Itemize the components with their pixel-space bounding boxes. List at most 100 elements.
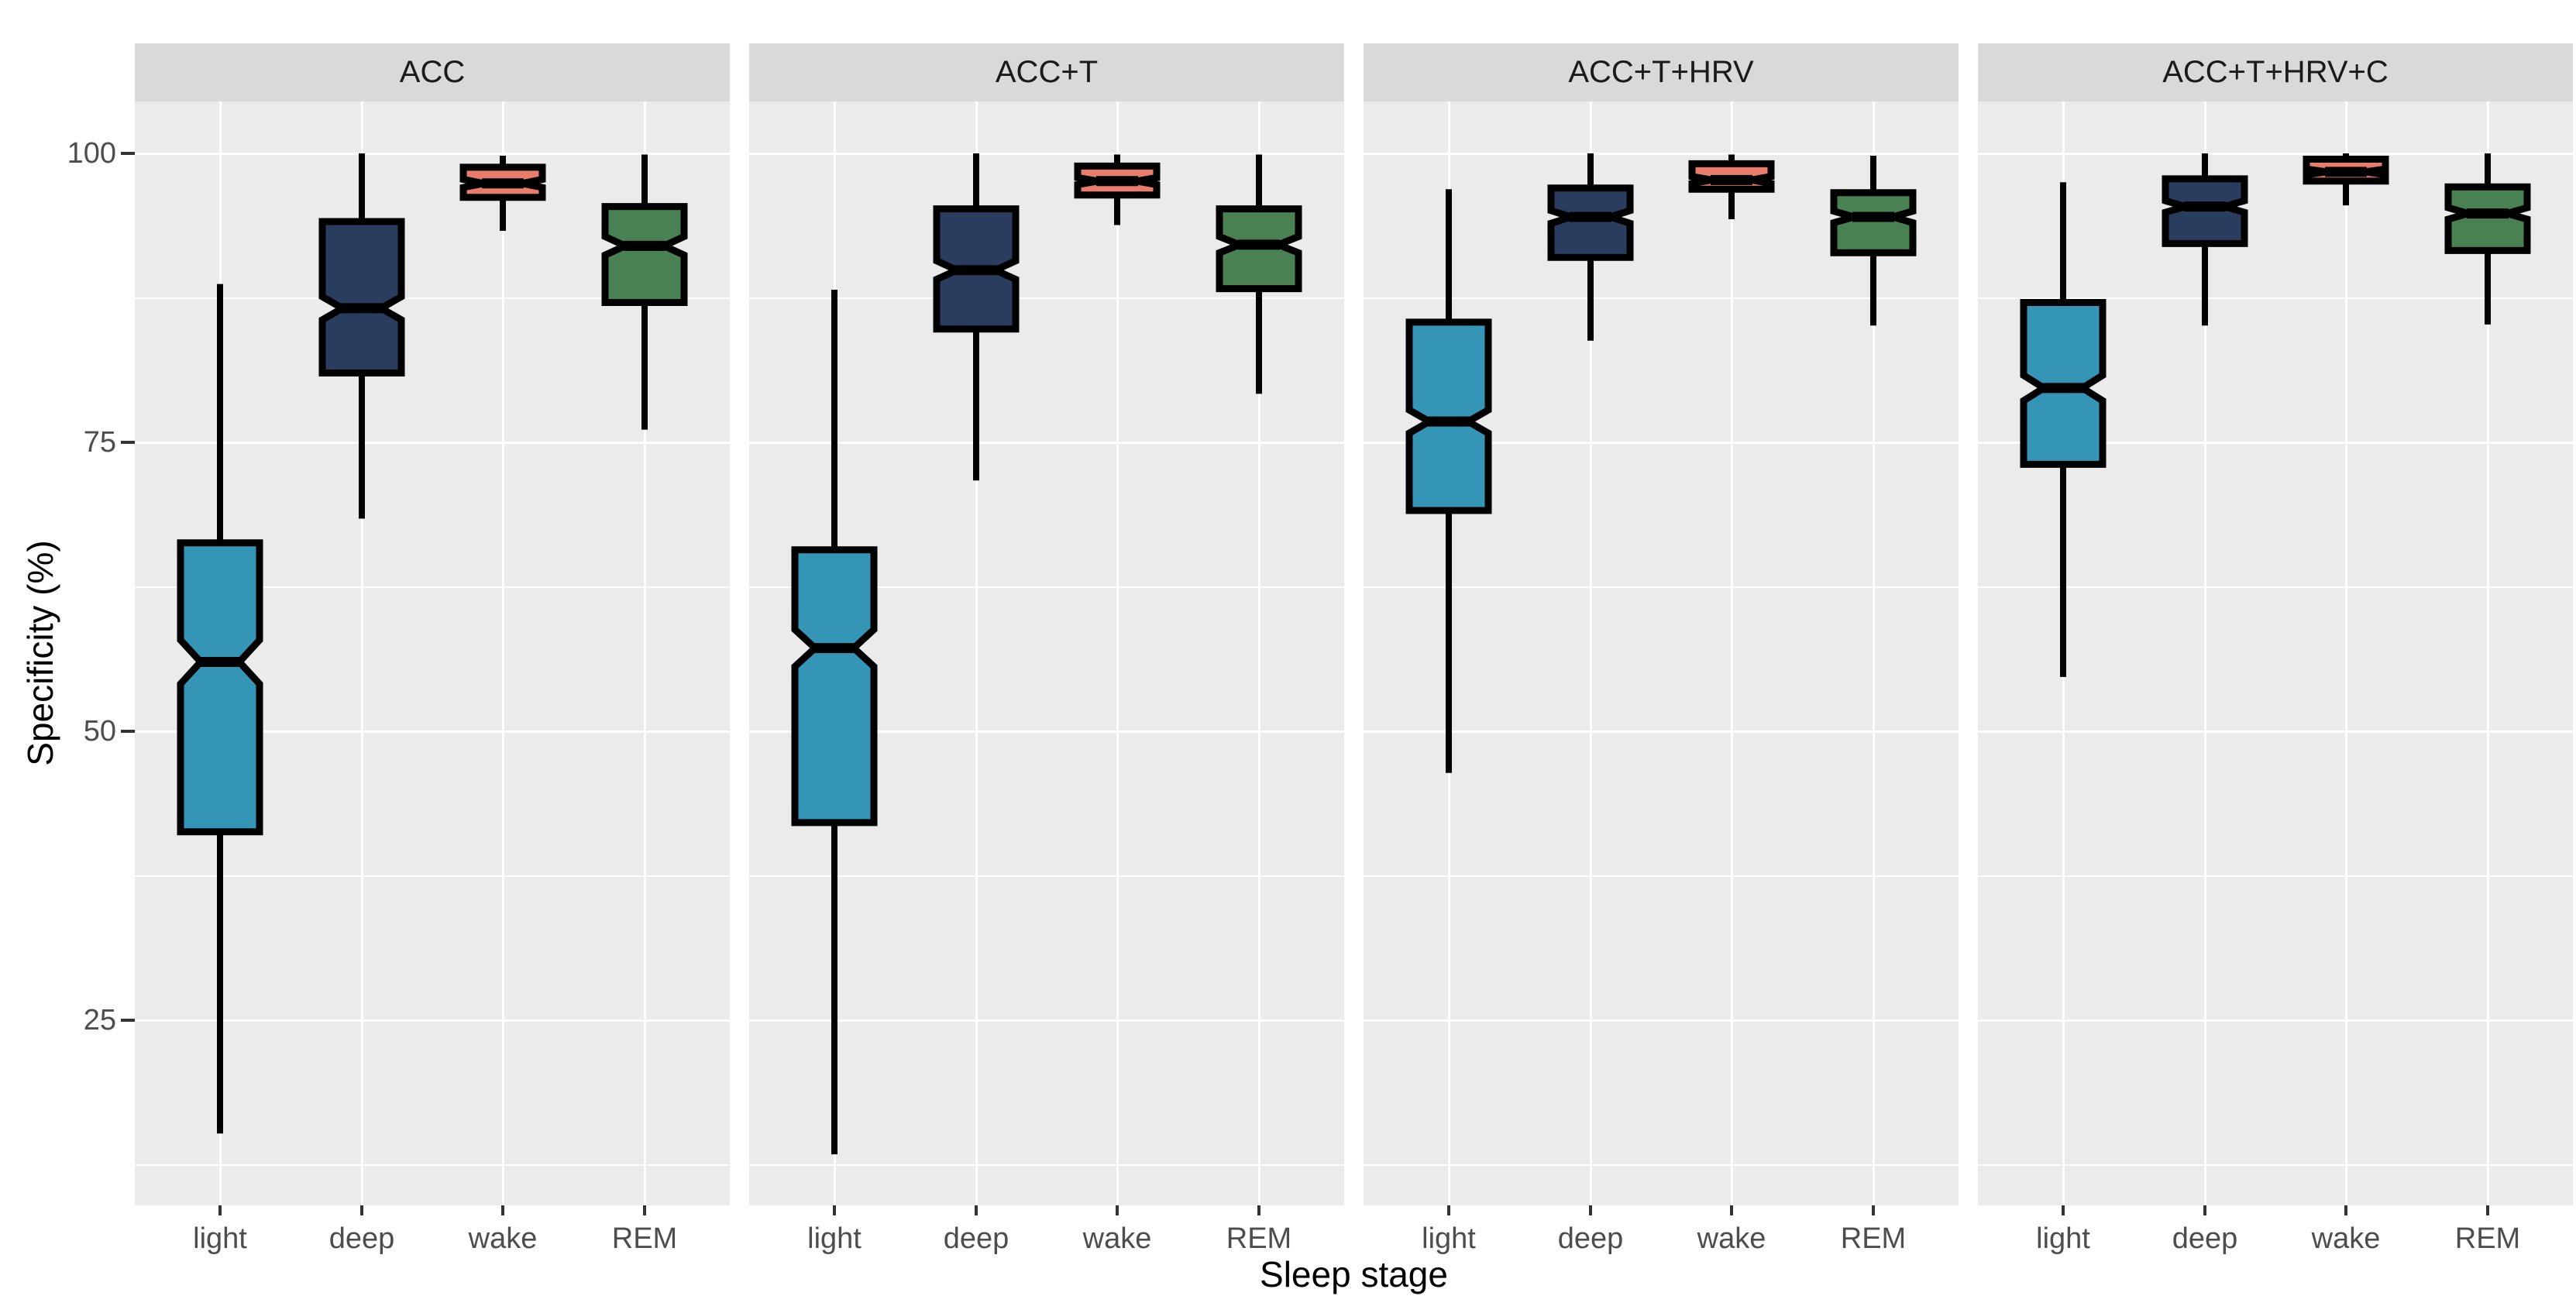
x-tick-mark — [360, 1205, 363, 1215]
x-tick-mark — [833, 1205, 836, 1215]
major-gridline — [1978, 730, 2573, 733]
minor-gridline — [1978, 875, 2573, 877]
x-tick-label: light — [2036, 1222, 2090, 1255]
major-gridline — [1364, 441, 1959, 444]
minor-gridline — [749, 297, 1344, 299]
y-tick-label: 75 — [83, 426, 116, 459]
box-light — [791, 546, 878, 827]
vertical-gridline — [2344, 101, 2347, 1205]
x-tick-label: wake — [1697, 1222, 1766, 1255]
facet-panel — [1364, 101, 1959, 1205]
minor-gridline — [749, 586, 1344, 588]
x-tick-label: deep — [328, 1222, 395, 1255]
y-tick-label: 50 — [83, 715, 116, 748]
x-tick-label: REM — [611, 1222, 678, 1255]
major-gridline — [1978, 441, 2573, 444]
facet-panel — [749, 101, 1344, 1205]
facet-strip-label: ACC+T — [995, 55, 1099, 89]
x-tick-label: REM — [1840, 1222, 1907, 1255]
minor-gridline — [1364, 586, 1959, 588]
minor-gridline — [749, 1164, 1344, 1166]
x-tick-mark — [2203, 1205, 2206, 1215]
x-tick-label: light — [193, 1222, 247, 1255]
facet-strip-label: ACC — [399, 55, 466, 89]
facet-panel — [135, 101, 730, 1205]
minor-gridline — [135, 297, 730, 299]
major-gridline — [1978, 1019, 2573, 1022]
boxplot-svg — [791, 153, 1302, 1155]
vertical-gridline — [1872, 101, 1875, 1205]
major-gridline — [749, 441, 1344, 444]
boxplot-svg — [177, 153, 688, 1134]
y-tick-label: 100 — [67, 137, 116, 170]
major-gridline — [135, 730, 730, 733]
major-gridline — [749, 730, 1344, 733]
major-gridline — [1364, 730, 1959, 733]
vertical-gridline — [2486, 101, 2489, 1205]
facet-strip: ACC+T — [749, 43, 1344, 101]
x-tick-mark — [501, 1205, 504, 1215]
x-tick-mark — [2486, 1205, 2489, 1215]
box-REM — [1830, 189, 1917, 256]
x-tick-mark — [1116, 1205, 1119, 1215]
vertical-gridline — [643, 101, 646, 1205]
x-tick-mark — [2344, 1205, 2347, 1215]
box-deep — [1547, 184, 1634, 261]
vertical-gridline — [975, 101, 978, 1205]
boxplot-svg — [2020, 153, 2531, 677]
facet-strip-label: ACC+T+HRV — [1568, 55, 1754, 89]
vertical-gridline — [2203, 101, 2206, 1205]
minor-gridline — [1978, 297, 2573, 299]
major-gridline — [1364, 152, 1959, 155]
x-tick-label: REM — [1226, 1222, 1292, 1255]
minor-gridline — [1364, 1164, 1959, 1166]
x-tick-label: deep — [943, 1222, 1009, 1255]
facet-strip: ACC+T+HRV — [1364, 43, 1959, 101]
major-gridline — [749, 1019, 1344, 1022]
x-tick-mark — [1257, 1205, 1260, 1215]
minor-gridline — [1978, 586, 2573, 588]
x-tick-mark — [975, 1205, 978, 1215]
y-tick-mark — [121, 152, 135, 155]
minor-gridline — [135, 586, 730, 588]
vertical-gridline — [1257, 101, 1260, 1205]
y-tick-mark — [121, 441, 135, 444]
facet-strip: ACC — [135, 43, 730, 101]
major-gridline — [1364, 1019, 1959, 1022]
x-tick-label: REM — [2454, 1222, 2521, 1255]
x-tick-label: deep — [1557, 1222, 1624, 1255]
minor-gridline — [135, 875, 730, 877]
box-deep — [318, 218, 405, 376]
x-tick-mark — [1589, 1205, 1592, 1215]
x-tick-label: light — [1422, 1222, 1476, 1255]
minor-gridline — [1364, 875, 1959, 877]
major-gridline — [749, 152, 1344, 155]
facet-strip: ACC+T+HRV+C — [1978, 43, 2573, 101]
major-gridline — [135, 441, 730, 444]
y-axis-title: Specificity (%) — [20, 539, 60, 766]
x-axis-title: Sleep stage — [1260, 1254, 1448, 1294]
x-tick-mark — [1730, 1205, 1733, 1215]
vertical-gridline — [501, 101, 504, 1205]
minor-gridline — [1364, 297, 1959, 299]
x-tick-label: wake — [2311, 1222, 2381, 1255]
vertical-gridline — [1589, 101, 1592, 1205]
box-light — [177, 539, 263, 836]
x-tick-mark — [1872, 1205, 1875, 1215]
box-light — [1405, 318, 1492, 514]
y-tick-mark — [121, 730, 135, 733]
boxplot-svg — [1405, 153, 1917, 773]
x-tick-mark — [218, 1205, 222, 1215]
major-gridline — [135, 152, 730, 155]
vertical-gridline — [1730, 101, 1733, 1205]
x-tick-label: light — [807, 1222, 862, 1255]
minor-gridline — [1978, 1164, 2573, 1166]
x-tick-mark — [643, 1205, 646, 1215]
box-REM — [2444, 183, 2531, 254]
vertical-gridline — [1116, 101, 1119, 1205]
y-tick-label: 25 — [83, 1004, 116, 1036]
x-tick-mark — [1447, 1205, 1450, 1215]
facet-panel — [1978, 101, 2573, 1205]
major-gridline — [135, 1019, 730, 1022]
